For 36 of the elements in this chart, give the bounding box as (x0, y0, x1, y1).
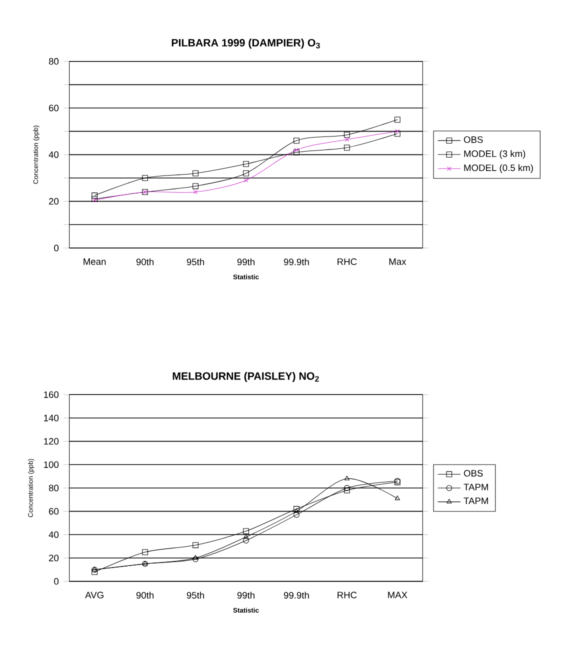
x-tick-label: 95th (186, 258, 204, 266)
x-tick-label: Max (389, 258, 406, 265)
legend-label: OBS (464, 136, 483, 143)
legend-label: TAPM (464, 484, 488, 490)
x-tick-label: 99th (237, 258, 254, 266)
y-tick-label: 20 (49, 554, 59, 562)
x-tick-label: 99.9th (284, 258, 309, 266)
x-tick-label: 90th (136, 258, 154, 266)
legend-label: OBS (464, 470, 483, 477)
chart-title: PILBARA 1999 (DAMPIER) O$_{3}$ (172, 38, 320, 49)
y-tick-label: 120 (44, 438, 59, 445)
legend-label: TAPM (464, 498, 488, 504)
x-tick-label: 99.9th (284, 592, 309, 599)
legend-label: MODEL (0.5 km) (464, 164, 533, 173)
y-tick-label: 60 (49, 104, 59, 112)
y-tick-label: 140 (44, 414, 59, 422)
y-tick-label: 160 (44, 391, 59, 398)
x-tick-label: 99th (237, 592, 254, 599)
y-tick-label: 100 (44, 461, 59, 468)
x-tick-label: 95th (186, 592, 204, 599)
y-tick-label: 20 (49, 198, 59, 205)
y-tick-label: 60 (49, 508, 59, 515)
x-tick-label: RHC (338, 592, 357, 598)
y-tick-label: 0 (54, 578, 59, 585)
x-tick-label: RHC (338, 258, 357, 265)
chart-title: MELBOURNE (PAISLEY) NO$_{2}$ (172, 372, 319, 382)
y-tick-label: 80 (48, 484, 59, 492)
x-tick-label: Mean (84, 258, 106, 265)
y-tick-label: 40 (48, 531, 59, 538)
y-tick-label: 80 (48, 58, 59, 65)
legend-label: MODEL (3 km) (464, 150, 526, 159)
x-tick-label: 90th (136, 592, 154, 599)
x-tick-label: AVG (85, 592, 104, 598)
x-tick-label: MAX (388, 592, 408, 598)
y-tick-label: 40 (48, 151, 59, 158)
y-tick-label: 0 (54, 244, 59, 252)
